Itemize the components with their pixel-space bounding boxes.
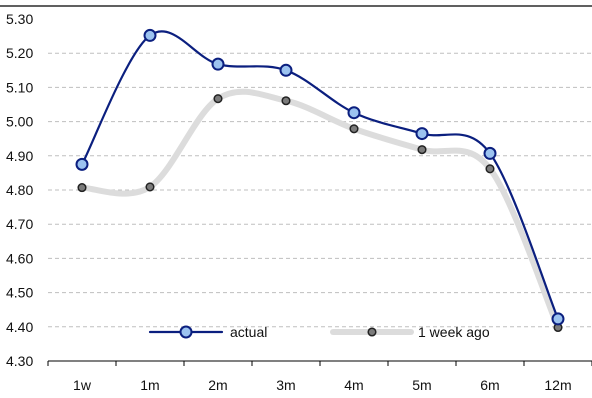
y-tick-label: 4.50 <box>6 285 33 301</box>
actual-point <box>415 127 429 141</box>
actual-point <box>143 28 157 42</box>
series-actual <box>75 28 565 326</box>
y-tick-label: 5.30 <box>6 11 33 27</box>
y-tick-label: 4.80 <box>6 182 33 198</box>
week-ago-line <box>79 88 561 331</box>
x-tick-label: 3m <box>276 377 295 393</box>
x-tick-label: 12m <box>544 377 571 393</box>
y-tick-label: 4.60 <box>6 250 33 266</box>
x-tick-label: 1m <box>140 377 159 393</box>
y-tick-label: 4.90 <box>6 148 33 164</box>
y-tick-label: 4.70 <box>6 216 33 232</box>
actual-point <box>551 312 565 326</box>
actual-point <box>279 63 293 77</box>
legend-label: 1 week ago <box>418 324 490 340</box>
legend-marker-swatch <box>179 325 193 339</box>
week-ago-point <box>417 145 427 155</box>
legend: actual 1 week ago <box>148 324 490 340</box>
axes: 5.30 5.20 5.10 5.00 4.90 4.80 4.70 4.60 4.50 4.40… <box>0 5 592 393</box>
actual-line <box>80 30 560 321</box>
y-tick-label: 4.40 <box>6 319 33 335</box>
x-tick-label: 2m <box>208 377 227 393</box>
legend-marker-swatch <box>367 327 377 337</box>
series-1-week-ago <box>77 88 563 333</box>
y-tick-label: 5.00 <box>6 114 33 130</box>
x-tick-label: 6m <box>480 377 499 393</box>
week-ago-point <box>77 183 87 193</box>
week-ago-point <box>485 164 495 174</box>
legend-label: actual <box>230 324 267 340</box>
y-tick-label: 5.10 <box>6 79 33 95</box>
actual-point <box>347 106 361 120</box>
actual-point <box>483 146 497 160</box>
y-tick-label: 5.20 <box>6 45 33 61</box>
legend-item-1-week-ago: 1 week ago <box>330 324 490 340</box>
x-tick-label: 1w <box>73 377 92 393</box>
actual-point <box>211 57 225 71</box>
week-ago-point <box>281 96 291 106</box>
actual-point <box>75 157 89 171</box>
legend-item-actual: actual <box>148 324 267 340</box>
series-layer <box>75 28 565 333</box>
x-tick-label: 5m <box>412 377 431 393</box>
week-ago-point <box>145 182 155 192</box>
x-tick-label: 4m <box>344 377 363 393</box>
week-ago-point <box>213 94 223 104</box>
week-ago-point <box>349 124 359 134</box>
y-tick-label: 4.30 <box>6 353 33 369</box>
